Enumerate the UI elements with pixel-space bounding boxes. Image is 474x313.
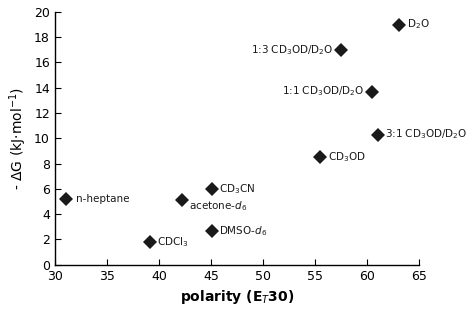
Text: CD$_3$OD: CD$_3$OD	[328, 150, 365, 164]
Text: 1:3 CD$_3$OD/D$_2$O: 1:3 CD$_3$OD/D$_2$O	[251, 43, 334, 57]
Text: 1:1 CD$_3$OD/D$_2$O: 1:1 CD$_3$OD/D$_2$O	[283, 85, 365, 99]
X-axis label: polarity (E$_T$30): polarity (E$_T$30)	[180, 288, 294, 306]
Text: CD$_3$CN: CD$_3$CN	[219, 182, 255, 196]
Text: CDCl$_3$: CDCl$_3$	[157, 235, 188, 249]
Text: D$_2$O: D$_2$O	[407, 18, 429, 32]
Text: acetone-$d_6$: acetone-$d_6$	[189, 199, 247, 213]
Text: 3:1 CD$_3$OD/D$_2$O: 3:1 CD$_3$OD/D$_2$O	[385, 128, 467, 141]
Y-axis label: - ΔG (kJ·mol$^{-1}$): - ΔG (kJ·mol$^{-1}$)	[7, 87, 28, 190]
Text: n-heptane: n-heptane	[76, 194, 129, 204]
Text: DMSO-$d_6$: DMSO-$d_6$	[219, 224, 267, 238]
